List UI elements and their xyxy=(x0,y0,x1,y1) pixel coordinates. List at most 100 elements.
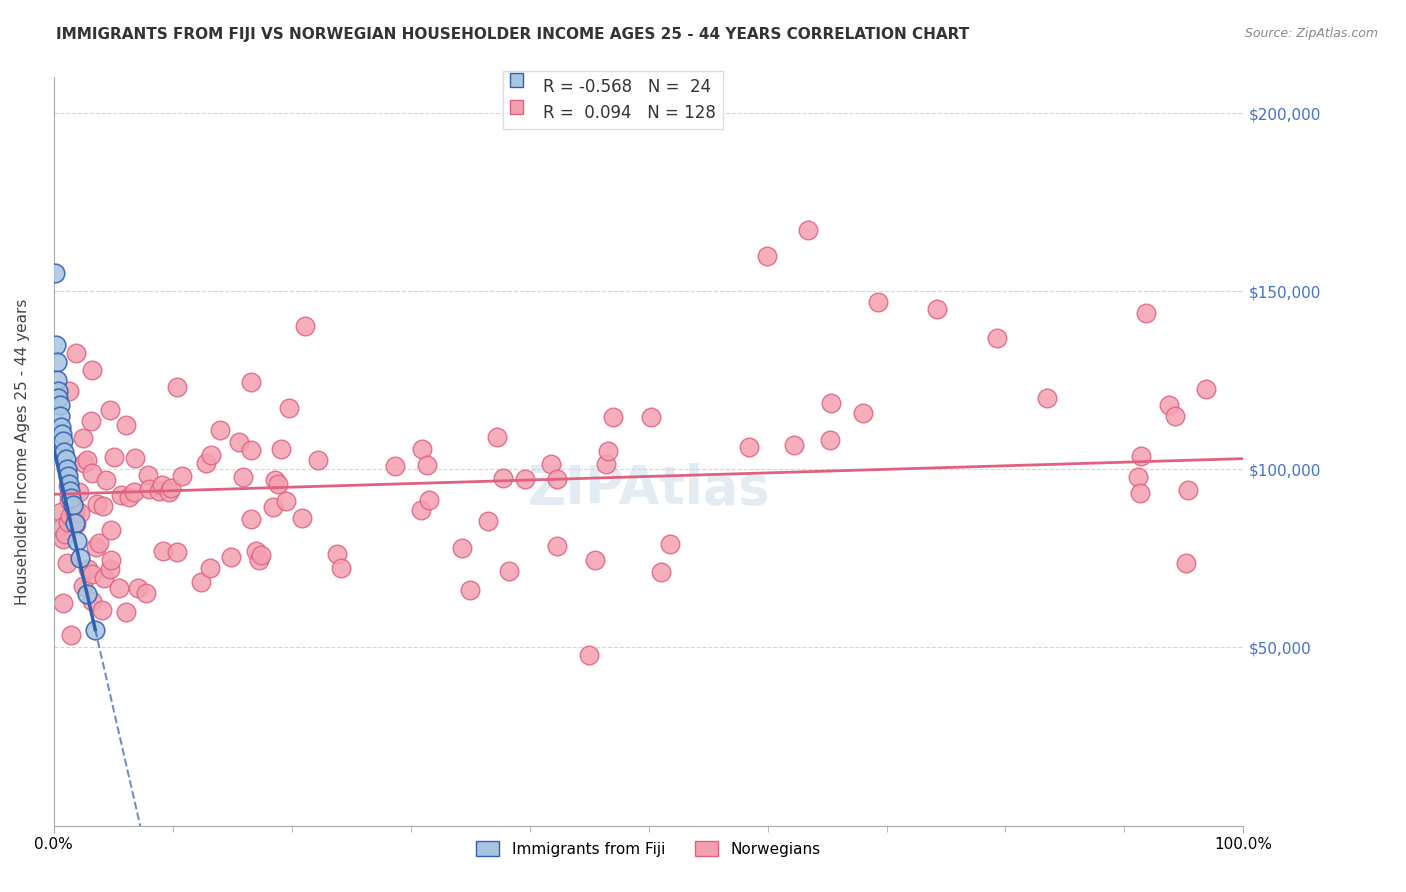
Point xyxy=(925,301,948,316)
Point xyxy=(98,562,121,576)
Point xyxy=(45,337,67,351)
Point xyxy=(583,553,606,567)
Point xyxy=(48,398,70,412)
Point xyxy=(166,545,188,559)
Point xyxy=(80,466,103,480)
Point xyxy=(598,443,620,458)
Point xyxy=(986,330,1008,344)
Point xyxy=(82,567,104,582)
Point xyxy=(190,574,212,589)
Point xyxy=(755,249,778,263)
Point xyxy=(595,457,617,471)
Point xyxy=(150,478,173,492)
Point xyxy=(852,407,875,421)
Point xyxy=(411,442,433,457)
Point xyxy=(650,566,672,580)
Point xyxy=(157,485,180,500)
Point xyxy=(294,319,316,334)
Point xyxy=(266,477,288,491)
Point xyxy=(166,380,188,394)
Point xyxy=(84,623,107,637)
Point xyxy=(48,384,70,398)
Point xyxy=(52,434,75,448)
Point xyxy=(46,355,69,369)
Point xyxy=(80,414,103,428)
Point xyxy=(200,448,222,462)
Point xyxy=(69,507,91,521)
Point xyxy=(245,544,267,558)
Point xyxy=(63,516,86,530)
Point xyxy=(1177,483,1199,497)
Point xyxy=(46,373,69,387)
Point xyxy=(59,627,82,641)
Point xyxy=(51,426,73,441)
Point xyxy=(65,346,87,360)
Point xyxy=(108,582,131,596)
Point xyxy=(278,401,301,416)
Point xyxy=(65,516,87,531)
Point xyxy=(103,450,125,465)
Point xyxy=(118,490,141,504)
Point xyxy=(325,547,347,561)
Point xyxy=(86,497,108,511)
Point xyxy=(53,527,76,541)
Point xyxy=(492,471,515,485)
Point xyxy=(49,419,72,434)
Point xyxy=(198,560,221,574)
Y-axis label: Householder Income Ages 25 - 44 years: Householder Income Ages 25 - 44 years xyxy=(15,298,30,605)
Point xyxy=(797,223,820,237)
Point xyxy=(239,375,262,389)
Point xyxy=(91,499,114,513)
Point xyxy=(291,510,314,524)
Point xyxy=(1163,409,1185,423)
Point xyxy=(1036,391,1059,405)
Point xyxy=(477,514,499,528)
Point xyxy=(100,403,122,417)
Legend: Immigrants from Fiji, Norwegians: Immigrants from Fiji, Norwegians xyxy=(470,835,827,863)
Point xyxy=(67,484,90,499)
Point xyxy=(55,451,77,466)
Point xyxy=(1195,382,1218,396)
Point xyxy=(56,479,79,493)
Point xyxy=(59,509,82,524)
Point xyxy=(122,485,145,500)
Point xyxy=(1128,470,1150,484)
Text: Source: ZipAtlas.com: Source: ZipAtlas.com xyxy=(1244,27,1378,40)
Point xyxy=(127,581,149,595)
Point xyxy=(138,482,160,496)
Point xyxy=(1174,556,1197,570)
Point xyxy=(66,533,89,548)
Point xyxy=(1135,306,1157,320)
Point xyxy=(221,549,243,564)
Point xyxy=(52,532,75,546)
Point xyxy=(451,541,474,555)
Point xyxy=(55,462,77,476)
Point xyxy=(307,453,329,467)
Point xyxy=(60,491,83,505)
Point xyxy=(818,433,841,447)
Point xyxy=(63,500,86,515)
Point xyxy=(172,469,194,483)
Point xyxy=(136,467,159,482)
Point xyxy=(738,440,761,454)
Point xyxy=(868,294,890,309)
Point xyxy=(247,553,270,567)
Point xyxy=(515,472,537,486)
Point xyxy=(1157,398,1180,412)
Point xyxy=(58,384,80,398)
Point xyxy=(602,409,624,424)
Point xyxy=(250,548,273,562)
Point xyxy=(384,458,406,473)
Point xyxy=(498,564,520,578)
Point xyxy=(80,593,103,607)
Point xyxy=(658,537,681,551)
Point xyxy=(232,470,254,484)
Point xyxy=(52,596,75,610)
Point xyxy=(160,481,183,495)
Point xyxy=(330,560,353,574)
Point xyxy=(76,562,98,576)
Point xyxy=(53,444,76,458)
Text: IMMIGRANTS FROM FIJI VS NORWEGIAN HOUSEHOLDER INCOME AGES 25 - 44 YEARS CORRELAT: IMMIGRANTS FROM FIJI VS NORWEGIAN HOUSEH… xyxy=(56,27,970,42)
Point xyxy=(69,551,91,566)
Point xyxy=(48,391,70,405)
